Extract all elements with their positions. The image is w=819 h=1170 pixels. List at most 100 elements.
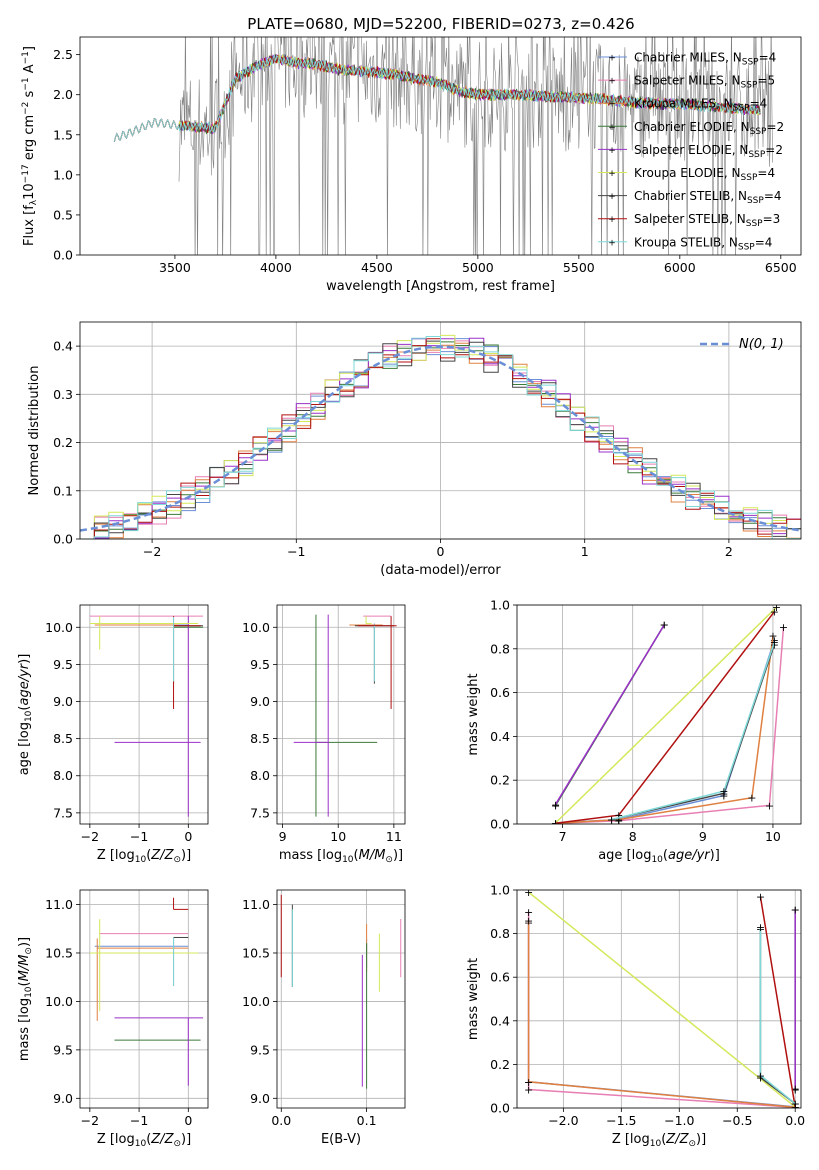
y-tick-label: 0.4 <box>53 339 73 354</box>
axes-frame <box>79 36 802 256</box>
x-tick-label: 11 <box>386 829 402 844</box>
label-part: =4 <box>764 189 782 203</box>
weight-marker: + <box>551 799 560 812</box>
weight-marker: + <box>770 638 779 651</box>
y-tick-label: 11.0 <box>242 897 270 912</box>
subscript: SSP <box>741 81 758 91</box>
label-part: =4 <box>750 97 768 111</box>
y-axis-label: mass weight <box>466 673 481 755</box>
weight-marker: + <box>551 817 560 830</box>
y-tick-label: 0.0 <box>53 532 73 547</box>
x-tick-label: 0 <box>184 1113 192 1128</box>
y-tick-label: 8.0 <box>53 768 73 783</box>
legend-marker: + <box>608 77 616 87</box>
weight-marker: + <box>768 630 777 643</box>
y-axis-label: Flux [fλ10−17 erg cm−2 s−1 A−1] <box>21 46 39 246</box>
y-tick-label: 0.4 <box>490 729 510 744</box>
label-part: ( <box>17 981 32 986</box>
y-tick-label: 0.6 <box>490 685 510 700</box>
y-tick-label: 10.0 <box>45 620 73 635</box>
y-tick-label: 0.0 <box>53 248 73 263</box>
x-tick-label: −2 <box>81 829 99 844</box>
superscript: −2 <box>21 102 31 115</box>
weight-marker: + <box>551 817 560 830</box>
superscript: −17 <box>21 164 31 183</box>
y-tick-label: 7.5 <box>53 805 73 820</box>
x-axis-label: (data-model)/error <box>380 563 501 578</box>
y-tick-label: 0.8 <box>490 641 510 656</box>
weight-line <box>527 920 796 1108</box>
subscript: SSP <box>746 219 763 229</box>
label-part: =2 <box>766 120 784 134</box>
model-spectrum-line <box>113 53 761 143</box>
subscript: SSP <box>741 173 758 183</box>
x-tick-label: 6500 <box>765 260 797 275</box>
weight-marker: + <box>791 1101 800 1114</box>
gaussian-curve <box>80 345 801 532</box>
massweight-vs-metallicity-axes: +++++++++++++++++++++++−2.0 −1.5 −1.0 −0.5 0… <box>466 883 805 1150</box>
label-part: =4 <box>759 51 777 65</box>
y-tick-label: 0.0 <box>490 1101 510 1116</box>
y-tick-label: 9.0 <box>53 1091 73 1106</box>
legend-entry: Kroupa ELODIE, NSSP=4 <box>634 166 775 183</box>
label-part: age/yr <box>668 848 711 863</box>
y-axis-label: Normed distribution <box>27 366 42 496</box>
x-tick-label: 8 <box>629 829 637 844</box>
mass-vs-ebv-axes: 0.0 0.1 9.0 9.5 10.0 10.5 11.0 E(B-V) <box>242 889 406 1147</box>
label-part: Kroupa MILES, N <box>634 97 733 111</box>
weight-marker: + <box>791 1098 800 1111</box>
label-part: age/yr <box>17 662 32 705</box>
legend-marker: + <box>608 123 616 133</box>
x-axis-label: Z [log10(Z/Z⊙)] <box>97 1132 191 1149</box>
x-axis-label: Z [log10(Z/Z⊙)] <box>612 1132 706 1149</box>
label-part: wavelength [Angstrom, rest frame] <box>326 279 555 294</box>
x-tick-label: 10 <box>765 829 781 844</box>
legend-marker: + <box>608 215 616 225</box>
legend-marker: + <box>608 100 616 110</box>
x-tick-label: −0.5 <box>722 1113 752 1128</box>
legend-entry: Chabrier STELIB, NSSP=4 <box>634 189 782 206</box>
x-tick-label: 10 <box>330 829 346 844</box>
label-part: ( <box>354 848 359 863</box>
label-part: ( <box>663 848 668 863</box>
x-tick-label: 4500 <box>361 260 393 275</box>
weight-marker: + <box>551 798 560 811</box>
label-part: 10 <box>22 183 37 200</box>
plot-area <box>89 615 204 817</box>
x-tick-label: 6000 <box>664 260 696 275</box>
subscript: ⊙ <box>173 1139 181 1149</box>
label-part: =5 <box>757 74 775 88</box>
y-tick-label: 9.5 <box>53 657 73 672</box>
subscript: SSP <box>733 104 750 114</box>
subscript: SSP <box>747 196 764 206</box>
weight-marker: + <box>719 785 728 798</box>
y-tick-label: 0.2 <box>490 1057 510 1072</box>
legend-marker: + <box>608 54 616 64</box>
weight-line <box>611 641 776 821</box>
label-part: M/M <box>359 848 386 863</box>
y-tick-label: 2.0 <box>53 87 73 102</box>
weight-marker: + <box>614 814 623 827</box>
label-part: Z [log <box>97 848 135 863</box>
label-part: Chabrier STELIB, N <box>634 189 747 203</box>
y-tick-label: 8.5 <box>250 731 270 746</box>
legend-entry: Kroupa STELIB, NSSP=4 <box>634 235 772 252</box>
subscript: 10 <box>135 1139 147 1149</box>
label-part: ( <box>146 848 151 863</box>
x-tick-label: 0.1 <box>357 1113 377 1128</box>
legend-marker: + <box>608 146 616 156</box>
label-part: Normed distribution <box>27 366 42 496</box>
weight-marker: + <box>756 921 765 934</box>
weight-marker: + <box>791 1083 800 1096</box>
label-part: Z [log <box>97 1132 135 1147</box>
y-tick-label: 0.5 <box>53 207 73 222</box>
y-tick-label: 9.5 <box>53 1042 73 1057</box>
x-tick-label: 3500 <box>159 260 191 275</box>
label-part: mass [log <box>279 848 342 863</box>
legend-marker: + <box>608 169 616 179</box>
label-part: Chabrier ELODIE, N <box>634 120 750 134</box>
weight-line <box>555 611 775 824</box>
subscript: 10 <box>24 710 34 722</box>
weight-marker: + <box>614 814 623 827</box>
